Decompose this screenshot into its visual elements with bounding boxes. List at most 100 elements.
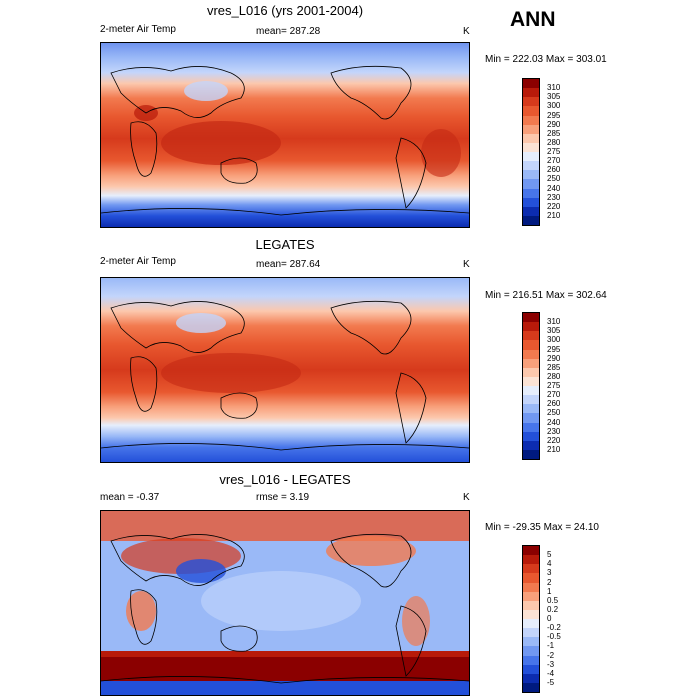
colorbar-tick-label: 285 bbox=[547, 362, 561, 372]
colorbar-segment bbox=[523, 619, 539, 629]
colorbar-tick-label: 210 bbox=[547, 210, 561, 220]
colorbar-tick-label: -4 bbox=[547, 668, 555, 678]
colorbar-segment bbox=[523, 646, 539, 656]
colorbar-segment bbox=[523, 161, 539, 171]
colorbar-segment bbox=[523, 664, 539, 674]
colorbar-tick-label: 275 bbox=[547, 381, 561, 390]
colorbar-segment bbox=[523, 555, 539, 565]
panel-1-units-label: K bbox=[463, 26, 470, 37]
colorbar-segment bbox=[523, 591, 539, 601]
colorbar-tick-label: 270 bbox=[547, 390, 561, 400]
panel-3-map bbox=[100, 510, 470, 696]
colorbar-tick-label: 285 bbox=[547, 128, 561, 138]
colorbar-tick-label: 295 bbox=[547, 110, 561, 120]
colorbar-tick-label: 275 bbox=[547, 147, 561, 156]
colorbar-tick-label: 260 bbox=[547, 165, 561, 175]
colorbar-segment bbox=[523, 422, 539, 432]
colorbar-tick-label: 230 bbox=[547, 192, 561, 202]
colorbar-segment bbox=[523, 682, 539, 692]
colorbar-segment bbox=[523, 395, 539, 405]
colorbar-segment bbox=[523, 564, 539, 574]
colorbar-segment bbox=[523, 449, 539, 459]
colorbar-segment bbox=[523, 179, 539, 189]
colorbar-tick-label: -0.2 bbox=[547, 623, 561, 633]
colorbar-tick-label: 300 bbox=[547, 335, 561, 345]
colorbar-segment bbox=[523, 367, 539, 377]
colorbar-segment bbox=[523, 188, 539, 198]
colorbar-tick-label: 240 bbox=[547, 183, 561, 193]
colorbar-segment bbox=[523, 322, 539, 332]
colorbar-tick-label: 0.2 bbox=[547, 604, 559, 614]
colorbar-segment bbox=[523, 88, 539, 98]
colorbar-segment bbox=[523, 358, 539, 368]
panel-2-title: LEGATES bbox=[255, 237, 315, 252]
colorbar-segment bbox=[523, 152, 539, 162]
colorbar-segment bbox=[523, 413, 539, 423]
colorbar-tick-label: 220 bbox=[547, 201, 561, 211]
colorbar-segment bbox=[523, 600, 539, 610]
colorbar-segment bbox=[523, 546, 539, 556]
colorbar-segment bbox=[523, 133, 539, 143]
colorbar-tick-label: 250 bbox=[547, 408, 561, 418]
colorbar-segment bbox=[523, 331, 539, 341]
colorbar-tick-label: 1 bbox=[547, 586, 552, 596]
panel-2-variable-label: 2-meter Air Temp bbox=[100, 256, 176, 267]
panel-1-mean-label: mean= 287.28 bbox=[256, 26, 321, 37]
colorbar-segment bbox=[523, 349, 539, 359]
colorbar-tick-label: 310 bbox=[547, 317, 561, 327]
panel-1-map bbox=[100, 42, 470, 228]
colorbar-tick-label: 305 bbox=[547, 326, 561, 336]
colorbar-segment bbox=[523, 206, 539, 216]
colorbar-segment bbox=[523, 655, 539, 665]
panel-1-colorbar bbox=[522, 78, 540, 226]
colorbar-tick-label: 280 bbox=[547, 137, 561, 147]
panel-2-mean-label: mean= 287.64 bbox=[256, 259, 321, 270]
colorbar-segment bbox=[523, 142, 539, 152]
colorbar-segment bbox=[523, 404, 539, 414]
colorbar-tick-label: 250 bbox=[547, 174, 561, 184]
colorbar-segment bbox=[523, 582, 539, 592]
panel-2-colorbar bbox=[522, 312, 540, 460]
colorbar-segment bbox=[523, 79, 539, 89]
panel-3-minmax-label: Min = -29.35 Max = 24.10 bbox=[485, 522, 599, 533]
panel-2-minmax-label: Min = 216.51 Max = 302.64 bbox=[485, 290, 607, 301]
colorbar-tick-label: 0.5 bbox=[547, 595, 559, 605]
colorbar-segment bbox=[523, 376, 539, 386]
colorbar-segment bbox=[523, 340, 539, 350]
colorbar-segment bbox=[523, 573, 539, 583]
colorbar-tick-label: 4 bbox=[547, 559, 552, 569]
panel-3-units-label: K bbox=[463, 492, 470, 503]
colorbar-tick-label: -1 bbox=[547, 641, 555, 651]
colorbar-tick-label: 300 bbox=[547, 101, 561, 111]
panel-1-minmax-label: Min = 222.03 Max = 303.01 bbox=[485, 54, 607, 65]
panel-1-title: vres_L016 (yrs 2001-2004) bbox=[206, 3, 364, 18]
panel-3-colorbar bbox=[522, 545, 540, 693]
colorbar-tick-label: -0.5 bbox=[547, 632, 561, 642]
colorbar-segment bbox=[523, 431, 539, 441]
colorbar-tick-label: 220 bbox=[547, 435, 561, 445]
colorbar-segment bbox=[523, 440, 539, 450]
colorbar-tick-label: 5 bbox=[547, 550, 552, 560]
colorbar-tick-label: -2 bbox=[547, 650, 555, 660]
colorbar-tick-label: -5 bbox=[547, 677, 555, 687]
colorbar-tick-label: 290 bbox=[547, 353, 561, 363]
season-label: ANN bbox=[510, 8, 556, 31]
colorbar-tick-label: 280 bbox=[547, 371, 561, 381]
colorbar-tick-label: 290 bbox=[547, 119, 561, 129]
colorbar-segment bbox=[523, 637, 539, 647]
colorbar-segment bbox=[523, 170, 539, 180]
colorbar-segment bbox=[523, 115, 539, 125]
colorbar-segment bbox=[523, 197, 539, 207]
panel-3-rmse-label: rmse = 3.19 bbox=[256, 492, 310, 503]
colorbar-tick-label: 240 bbox=[547, 417, 561, 427]
colorbar-segment bbox=[523, 313, 539, 323]
colorbar-tick-label: 210 bbox=[547, 444, 561, 454]
colorbar-segment bbox=[523, 215, 539, 225]
colorbar-segment bbox=[523, 628, 539, 638]
colorbar-tick-label: 230 bbox=[547, 426, 561, 436]
colorbar-segment bbox=[523, 124, 539, 134]
colorbar-tick-label: 2 bbox=[547, 577, 552, 587]
colorbar-segment bbox=[523, 106, 539, 116]
colorbar-tick-label: 270 bbox=[547, 156, 561, 166]
colorbar-tick-label: 3 bbox=[547, 568, 552, 578]
